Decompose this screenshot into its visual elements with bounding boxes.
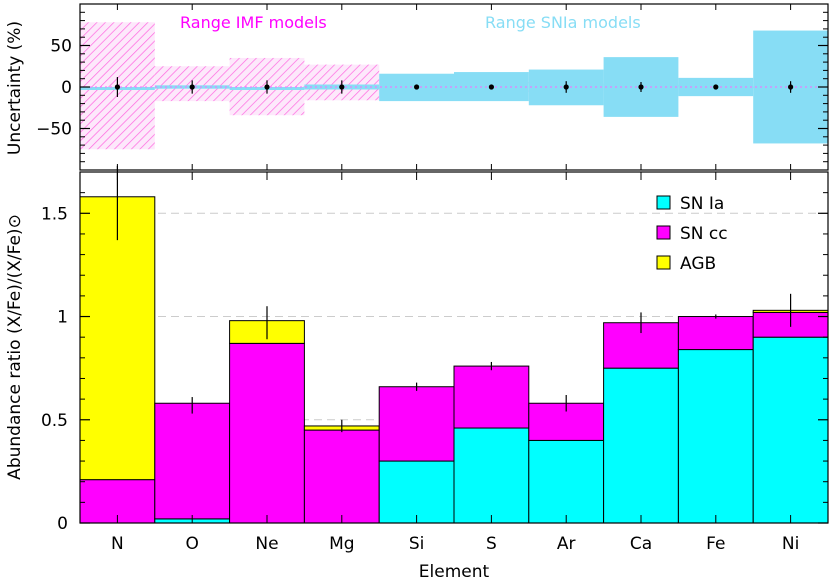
legend: SN Ia SN cc AGB: [656, 194, 728, 274]
uncertainty-point-n: [114, 84, 120, 90]
uncertainty-point-si: [414, 84, 420, 90]
bar-sn-cc-o: [154, 402, 231, 520]
bar-sn-ia-si: [378, 460, 455, 524]
abundance-axis-label: Abundance ratio (X/Fe)/(X/Fe)⊙: [5, 214, 25, 480]
uncertainty-tick-label: 50: [50, 37, 72, 57]
abundance-bars: [79, 196, 829, 524]
uncertainty-point-mg: [339, 84, 345, 90]
uncertainty-points: [114, 77, 794, 97]
bar-sn-ia-ni: [752, 336, 829, 524]
element-tick-label-n: N: [111, 534, 124, 554]
uncertainty-axis-label: Uncertainty (%): [5, 21, 25, 155]
legend-swatch-agb: [656, 255, 671, 270]
abundance-ticks: 0 0.5 1 1.5: [41, 192, 828, 534]
element-tick-label-s: S: [486, 534, 497, 554]
legend-swatch-sn-ia: [656, 195, 671, 210]
uncertainty-point-s: [488, 84, 494, 90]
uncertainty-point-o: [189, 84, 195, 90]
element-tick-labels: N O Ne Mg Si S Ar Ca Fe Ni: [111, 172, 799, 554]
abundance-tick-label: 1: [57, 308, 68, 328]
element-tick-label-o: O: [186, 534, 199, 554]
bar-sn-cc-si: [378, 386, 455, 462]
abundance-tick-label: 0: [57, 514, 68, 534]
bar-sn-ia-ca: [603, 367, 679, 524]
uncertainty-point-fe: [713, 84, 719, 90]
uncertainty-panel: −50 0 50 Range IMF models Range SNIa model…: [5, 3, 829, 171]
bar-sn-cc-mg: [303, 429, 380, 524]
bar-sn-ia-ar: [528, 439, 605, 524]
bar-sn-ia-s: [453, 427, 530, 524]
legend-label-agb: AGB: [680, 254, 716, 274]
uncertainty-point-ne: [264, 84, 270, 90]
element-tick-label-fe: Fe: [706, 534, 725, 554]
abundance-panel: 0 0.5 1 1.5 N O Ne Mg Si S Ar Ca Fe Ni Element Abund…: [5, 165, 829, 581]
bar-sn-cc-fe: [677, 316, 754, 351]
element-tick-label-ar: Ar: [557, 534, 576, 554]
bar-sn-cc-ne: [229, 342, 305, 524]
abundance-tick-label: 0.5: [41, 411, 68, 431]
element-tick-label-si: Si: [409, 534, 425, 554]
imf-range-label: Range IMF models: [180, 13, 327, 32]
uncertainty-point-ar: [563, 84, 569, 90]
legend-swatch-sn-cc: [656, 225, 671, 240]
element-tick-label-ca: Ca: [630, 534, 652, 554]
uncertainty-tick-label: −50: [36, 120, 72, 140]
legend-label-sn-cc: SN cc: [680, 224, 728, 244]
uncertainty-tick-label: 0: [61, 78, 72, 98]
element-tick-label-ni: Ni: [782, 534, 799, 554]
bar-sn-cc-s: [453, 365, 530, 429]
snia-range-label: Range SNIa models: [485, 13, 641, 32]
element-tick-label-mg: Mg: [329, 534, 354, 554]
legend-label-sn-ia: SN Ia: [680, 194, 724, 214]
element-tick-label-ne: Ne: [255, 534, 278, 554]
x-axis-label: Element: [419, 562, 490, 581]
abundance-tick-label: 1.5: [41, 204, 68, 224]
uncertainty-point-ca: [638, 84, 644, 90]
bar-sn-ia-fe: [677, 349, 754, 524]
abundance-frame: [79, 171, 829, 524]
uncertainty-point-ni: [788, 84, 794, 90]
